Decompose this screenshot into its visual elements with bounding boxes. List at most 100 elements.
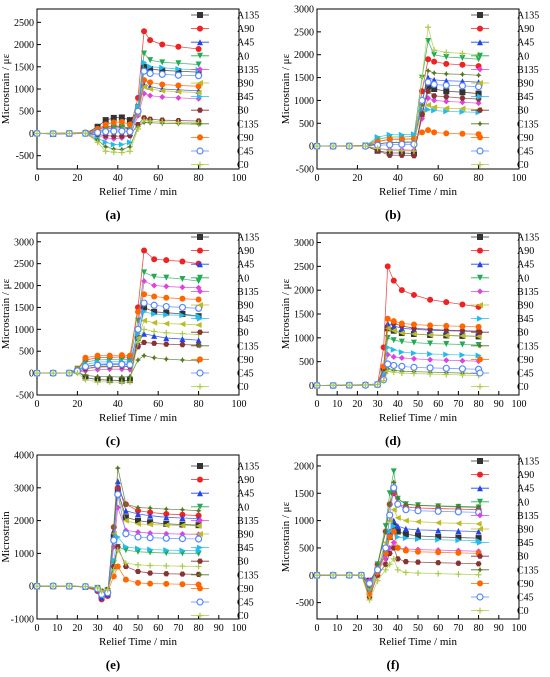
data-point (475, 352, 482, 359)
data-point (162, 302, 170, 311)
data-point (435, 534, 442, 540)
data-point (402, 535, 409, 542)
data-point (386, 490, 393, 497)
y-tick-label: 2500 (294, 262, 314, 273)
data-point (122, 563, 129, 570)
data-point (427, 296, 434, 303)
legend-label: C45 (237, 369, 254, 380)
data-point (402, 506, 410, 514)
data-point (126, 373, 133, 380)
legend-marker (477, 580, 483, 587)
legend-marker (197, 134, 203, 141)
data-point (118, 133, 125, 139)
x-axis-label: Relief Time / min (99, 412, 177, 424)
y-tick-label: 0 (309, 381, 314, 392)
data-point (135, 356, 141, 363)
data-point (384, 344, 391, 351)
series-line (36, 293, 199, 374)
data-point (147, 519, 154, 526)
y-tick-label: 500 (19, 107, 34, 118)
data-point (195, 83, 202, 90)
data-point (175, 82, 182, 89)
data-point (195, 89, 202, 96)
legend-label: C90 (237, 133, 254, 144)
legend-label: C135 (517, 119, 539, 130)
data-point (179, 563, 186, 570)
data-point (459, 61, 466, 68)
series-line (316, 58, 479, 147)
data-point (141, 326, 148, 333)
legend-label: B135 (237, 65, 259, 76)
data-point (147, 580, 154, 587)
series-line (317, 27, 479, 152)
data-point (435, 570, 442, 577)
data-point (195, 46, 202, 52)
x-tick-label: 90 (494, 623, 504, 634)
data-point (179, 571, 186, 577)
data-point (431, 86, 438, 92)
legend-marker (477, 120, 483, 127)
panel-label: (a) (105, 207, 120, 222)
data-point (459, 54, 466, 61)
x-tick-label: 80 (194, 623, 204, 634)
x-tick-label: 0 (35, 623, 40, 634)
data-point (390, 346, 397, 353)
x-tick-label: 20 (72, 623, 82, 634)
legend: A135 A90 A45 A0 B135 B90 B45 B0 C135 C90 C45 C0 (471, 233, 539, 393)
legend-marker (477, 302, 483, 308)
x-tick-label: 60 (153, 173, 163, 184)
data-point (94, 356, 101, 363)
data-point (94, 584, 101, 591)
legend-marker (477, 458, 483, 464)
y-tick-label: 3000 (294, 238, 314, 249)
legend-label: A0 (517, 273, 529, 284)
data-point (159, 59, 166, 66)
data-point (384, 360, 392, 368)
data-point (475, 323, 482, 330)
legend-marker (197, 383, 203, 390)
data-point (390, 369, 397, 376)
data-point (459, 341, 466, 348)
data-point (159, 81, 166, 88)
data-point (118, 360, 126, 368)
data-point (159, 67, 166, 74)
data-point (425, 24, 432, 31)
data-point (102, 117, 109, 124)
data-point (402, 501, 409, 508)
legend-marker (197, 342, 203, 349)
data-point (135, 520, 141, 527)
y-tick-label: 0 (29, 582, 34, 593)
legend-label: B90 (237, 301, 254, 312)
data-point (431, 97, 438, 104)
data-point (140, 67, 148, 75)
legend-marker (477, 52, 483, 59)
data-point (442, 364, 450, 372)
legend-label: A0 (517, 497, 529, 508)
legend-marker (477, 274, 483, 281)
legend-label: B135 (517, 511, 539, 522)
y-tick-label: -500 (296, 598, 314, 609)
data-point (114, 465, 121, 472)
y-tick-label: 500 (299, 357, 314, 368)
data-point (384, 325, 391, 332)
series-line (316, 558, 479, 602)
x-tick-label: 70 (173, 623, 183, 634)
data-point (147, 505, 154, 512)
legend: A135 A90 A45 A0 B135 B90 B45 B0 C135 C90 C45 C0 (471, 11, 539, 171)
y-axis-label: Microstrain / με (280, 53, 292, 124)
data-point (402, 525, 409, 532)
data-point (443, 299, 450, 306)
legend-label: A90 (237, 24, 254, 35)
x-tick-label: 30 (373, 623, 383, 634)
legend-label: B45 (237, 314, 254, 325)
x-tick-label: 70 (453, 399, 463, 410)
data-point (118, 127, 126, 135)
legend-marker (477, 342, 483, 349)
data-point (459, 108, 466, 115)
legend-label: A0 (517, 51, 529, 62)
chart-panel: 0 10 20 30 40 50 60 70 80 90 100050010001500200025… (280, 232, 539, 448)
legend-marker (197, 120, 203, 127)
data-point (118, 118, 125, 125)
data-point (66, 369, 73, 376)
